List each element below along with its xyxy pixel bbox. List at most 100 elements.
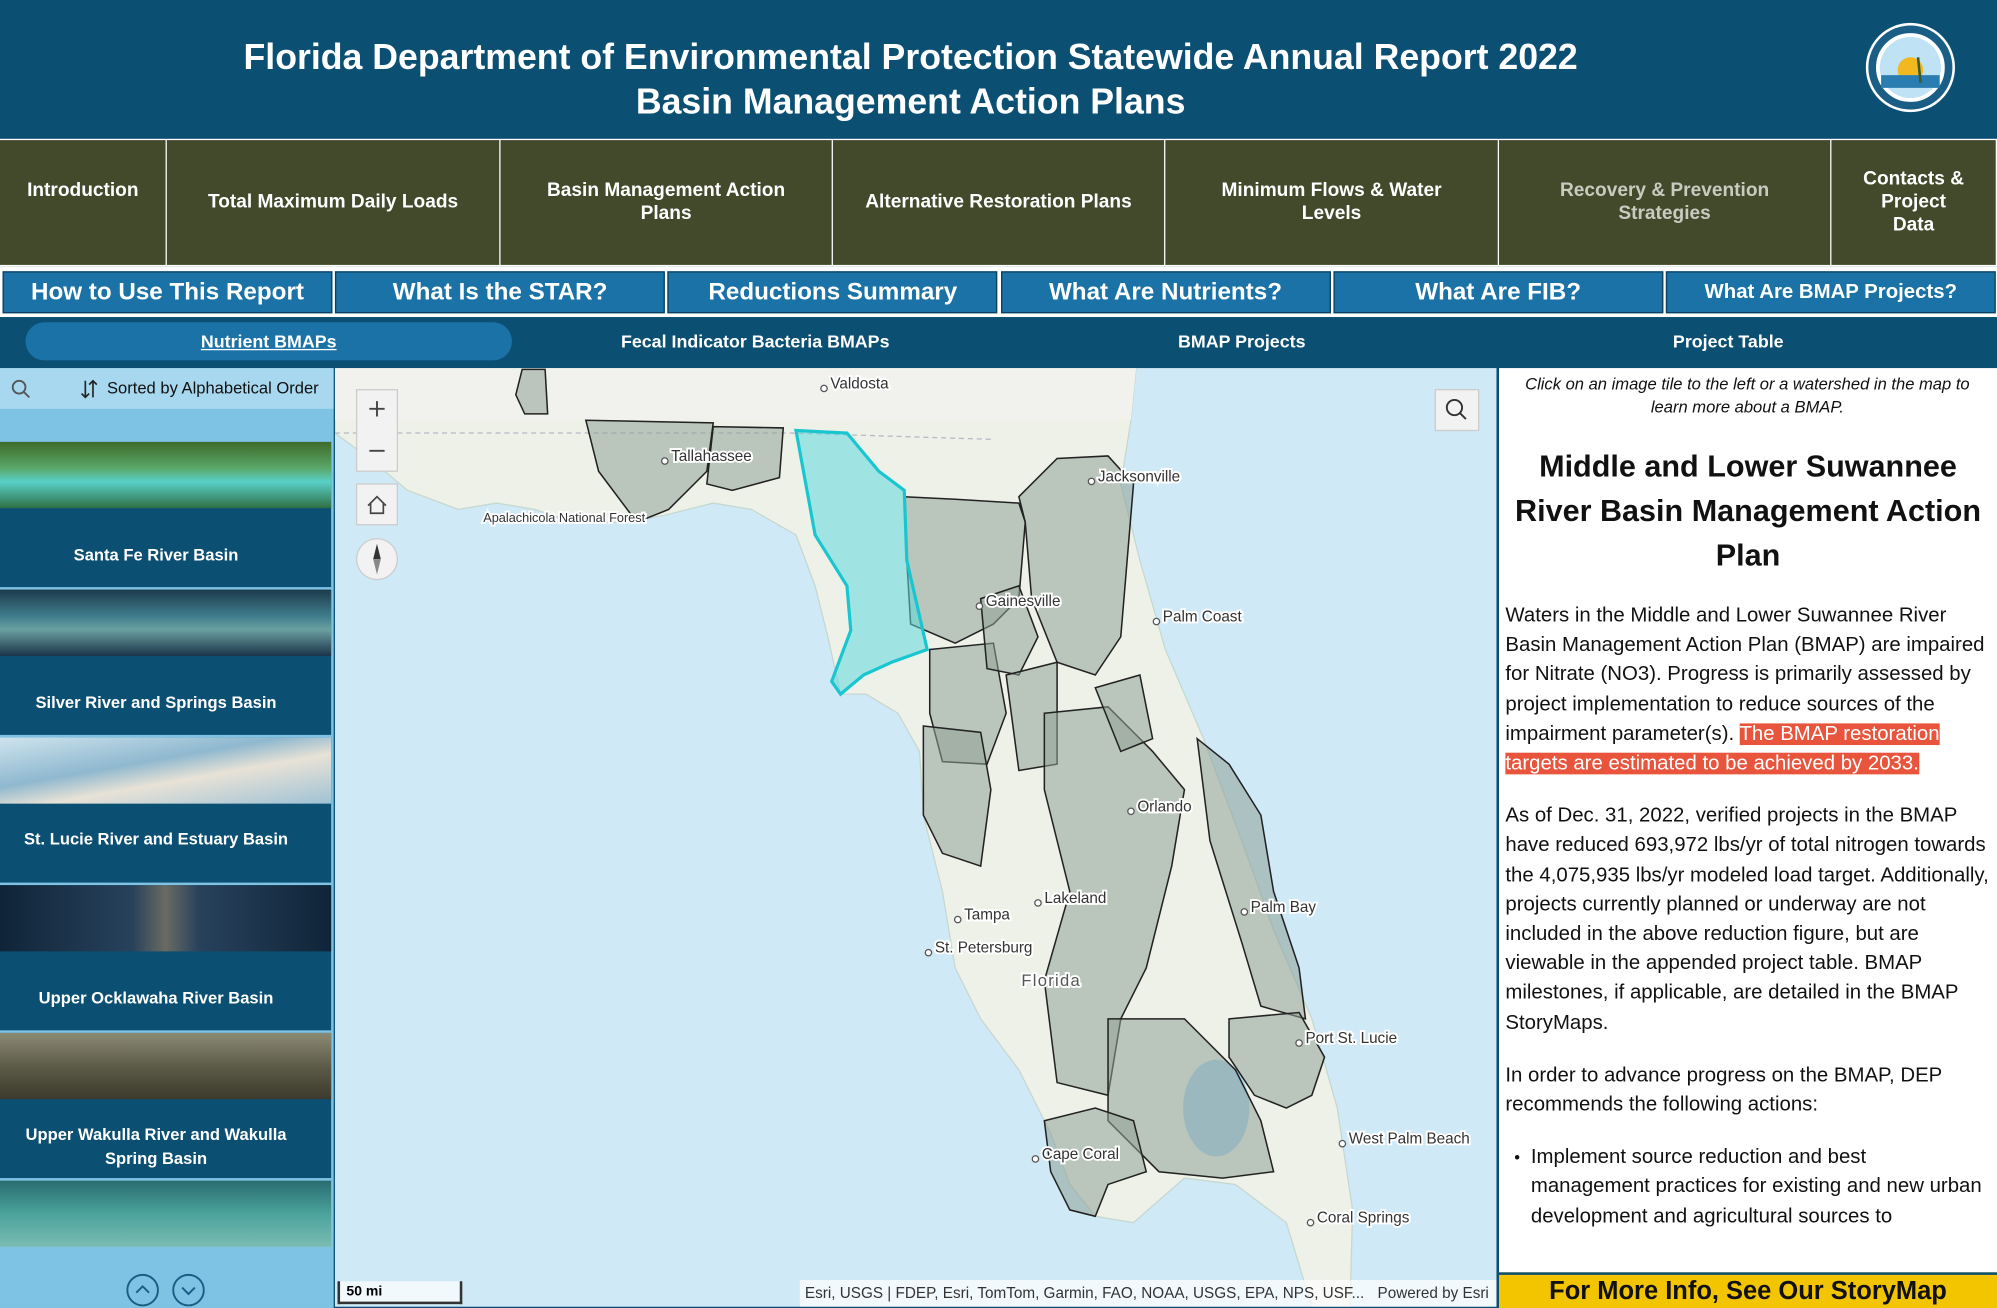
place-label: Tampa [964,907,1010,924]
basin-tile[interactable]: Silver River and Springs Basin [0,589,332,735]
sort-icons [11,379,98,399]
georgia [334,368,1137,421]
place-dot [1031,1155,1040,1163]
place-label: Coral Springs [1317,1210,1410,1227]
tile-label: Silver River and Springs Basin [35,692,277,712]
place-label: Valdosta [830,375,889,392]
basins [515,368,1326,1218]
info-button[interactable]: Reductions Summary [667,271,998,314]
sidebar: Sorted by Alphabetical Order Santa Fe Ri… [0,368,334,1308]
panel-title: Middle and Lower Suwannee River Basin Ma… [1515,449,1981,574]
tile-image [0,441,332,509]
scale-bar: 50 mi [337,1281,463,1305]
tile-image [0,885,332,952]
place-label: Palm Coast [1163,609,1243,626]
place-dot [1034,899,1042,907]
tile-label: Upper Ocklawaha River Basin [38,988,274,1008]
place-dot [1338,1139,1347,1148]
tile-image [0,1032,332,1100]
place-labels: Valdosta Tallahassee Apalachicola National… [481,374,1471,1229]
nav-tab[interactable]: Contacts & Project Data [1831,140,1996,265]
powered-by[interactable]: Powered by Esri [1377,1283,1489,1302]
storymap-button[interactable]: For More Info, See Our StoryMap [1499,1272,1997,1308]
view-tab[interactable]: BMAP Projects [1178,331,1306,352]
info-button[interactable]: What Are BMAP Projects? [1665,271,1996,314]
header: Florida Department of Environmental Prot… [0,0,1997,139]
text: Waters in the Middle and Lower Suwannee … [1505,604,1985,745]
basin-tile[interactable]: Upper Wakulla River and Wakulla Spring B… [0,1032,332,1179]
map-controls[interactable] [355,388,398,605]
place-dot [953,915,962,924]
instruction: Click on an image tile to the left or a … [1525,374,1970,417]
bullet-list: Implement source reduction and best mana… [1505,1143,1989,1232]
info-button[interactable]: What Is the STAR? [335,271,666,314]
tile-label: St. Lucie River and Estuary Basin [23,829,289,849]
info-button[interactable]: What Are FIB? [1333,271,1664,314]
place-label: Jacksonville [1098,468,1180,485]
basin-tile[interactable]: St. Lucie River and Estuary Basin [0,737,332,883]
nav-tab[interactable]: Basin Management Action Plans [500,140,832,265]
view-tab[interactable]: Nutrient BMAPs [25,322,512,361]
paragraph: As of Dec. 31, 2022, verified projects i… [1505,805,1989,1034]
tile-image [0,589,332,656]
place-dot [1087,477,1096,486]
sort-label[interactable]: Sorted by Alphabetical Order [106,378,319,398]
header-subtitle: Basin Management Action Plans [635,81,1186,121]
nav-tab[interactable]: Recovery & Prevention Strategies [1499,140,1831,265]
sort-bar: Sorted by Alphabetical Order [0,368,334,409]
info-buttons: How to Use This Report What Is the STAR? R… [0,266,1997,318]
map-canvas[interactable]: Valdosta Tallahassee Apalachicola National… [334,368,1497,1307]
map[interactable]: Valdosta Tallahassee Apalachicola National… [334,368,1497,1307]
tile-label: Upper Wakulla River and Wakulla Spring B… [25,1124,287,1168]
bullet: Implement source reduction and best mana… [1531,1143,1989,1232]
place-dot [924,948,933,957]
view-tab[interactable]: Project Table [1672,331,1784,352]
place-dot [1127,807,1135,816]
nav-bar: Introduction Total Maximum Daily Loads Bas… [0,138,1997,267]
basin-tile[interactable]: Santa Fe River Basin [0,441,332,588]
info-button[interactable]: What Are Nutrients? [1000,271,1331,314]
paragraph: Waters in the Middle and Lower Suwannee … [1505,601,1989,778]
tile-image [0,737,332,804]
header-title: Florida Department of Environmental Prot… [243,36,1578,77]
nav-tab[interactable]: Total Maximum Daily Loads [166,140,500,265]
info-button[interactable]: How to Use This Report [2,271,333,314]
tile-image[interactable] [0,1180,332,1247]
place-label: Port St. Lucie [1305,1030,1397,1047]
attribution: Esri, USGS | FDEP, Esri, TomTom, Garmin,… [804,1283,1365,1302]
place-label: West Palm Beach [1349,1131,1470,1148]
scroll-arrows[interactable] [121,1272,210,1308]
basin-tile[interactable]: Upper Ocklawaha River Basin [0,885,332,1031]
place-label: Apalachicola National Forest [483,510,645,525]
place-label: Palm Bay [1251,899,1317,916]
attribution-bar: Esri, USGS | FDEP, Esri, TomTom, Garmin,… [799,1279,1497,1307]
nav-tab[interactable]: Alternative Restoration Plans [832,140,1165,265]
info-panel: Click on an image tile to the left or a … [1499,368,1997,1308]
highlight: The BMAP restoration targets are estimat… [1505,723,1940,775]
view-tab[interactable]: Fecal Indicator Bacteria BMAPs [620,331,890,352]
panel-body: Waters in the Middle and Lower Suwannee … [1505,601,1989,1231]
place-dot [1295,1039,1303,1047]
place-label: St. Petersburg [935,940,1033,957]
place-dot [1152,617,1161,626]
place-dot [975,602,984,611]
map-search[interactable] [1434,388,1480,432]
nav-tab[interactable]: Introduction [0,140,166,265]
tile-label: Santa Fe River Basin [73,545,239,565]
place-label: Orlando [1137,798,1191,815]
place-label: Lakeland [1044,890,1106,907]
place-dot [660,457,669,465]
nav-tab[interactable]: Minimum Flows & Water Levels [1165,140,1498,265]
place-label: Florida [1021,971,1081,990]
state-line [334,432,994,441]
place-dot [1240,908,1249,916]
place-label: Gainesville [986,593,1061,610]
place-dot [1306,1218,1315,1227]
selected-basin[interactable] [794,428,930,697]
place-label: Tallahassee [671,448,752,465]
logo [1865,22,1955,113]
paragraph: In order to advance progress on the BMAP… [1505,1064,1942,1116]
place-dot [820,384,828,393]
